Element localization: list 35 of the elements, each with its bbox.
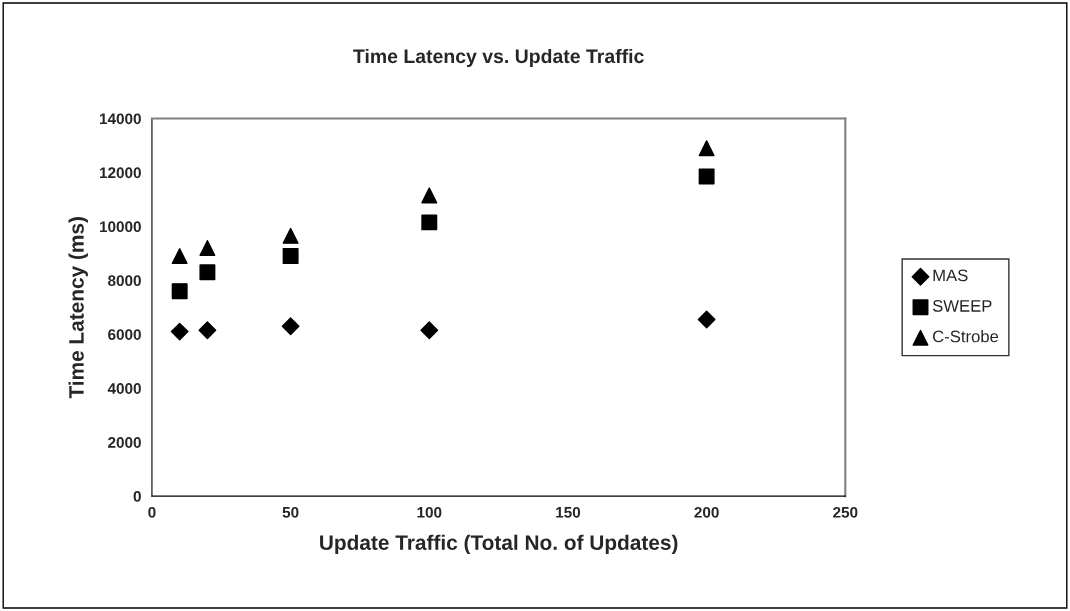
- point: [698, 168, 715, 185]
- legend-label: C-Strobe: [933, 330, 999, 343]
- x-axis-title: Update Traffic (Total No. of Updates): [320, 534, 678, 555]
- point: [282, 248, 299, 265]
- x-tick-label: 0: [148, 506, 156, 518]
- point: [171, 283, 188, 300]
- y-tick-label: 10000: [100, 221, 141, 233]
- legend-label: SWEEP: [932, 300, 992, 312]
- point: [420, 321, 439, 340]
- y-tick-label: 2000: [108, 437, 141, 448]
- y-tick-label: 8000: [108, 275, 141, 287]
- point: [421, 214, 438, 231]
- point: [281, 317, 300, 336]
- x-tick-label: 250: [833, 506, 858, 518]
- point: [171, 248, 188, 265]
- point: [199, 240, 216, 256]
- x-tick-label: 50: [282, 506, 299, 518]
- point: [698, 140, 715, 157]
- point: [170, 322, 189, 341]
- y-axis-title: Time Latency (ms): [68, 217, 88, 399]
- x-tick-label: 100: [417, 506, 442, 518]
- y-tick-label: 12000: [100, 167, 141, 179]
- x-tick-label: 150: [556, 506, 581, 518]
- point: [198, 321, 217, 340]
- legend-label: MAS: [933, 269, 968, 282]
- y-tick-label: 0: [133, 491, 141, 502]
- point: [697, 310, 716, 329]
- y-tick-label: 14000: [100, 113, 141, 125]
- point: [282, 227, 299, 244]
- point: [199, 264, 216, 281]
- y-tick-label: 4000: [107, 383, 141, 394]
- chart-title: Time Latency vs. Update Traffic: [353, 48, 644, 68]
- y-tick-label: 6000: [108, 329, 141, 340]
- point: [421, 187, 438, 204]
- x-tick-label: 200: [694, 506, 719, 518]
